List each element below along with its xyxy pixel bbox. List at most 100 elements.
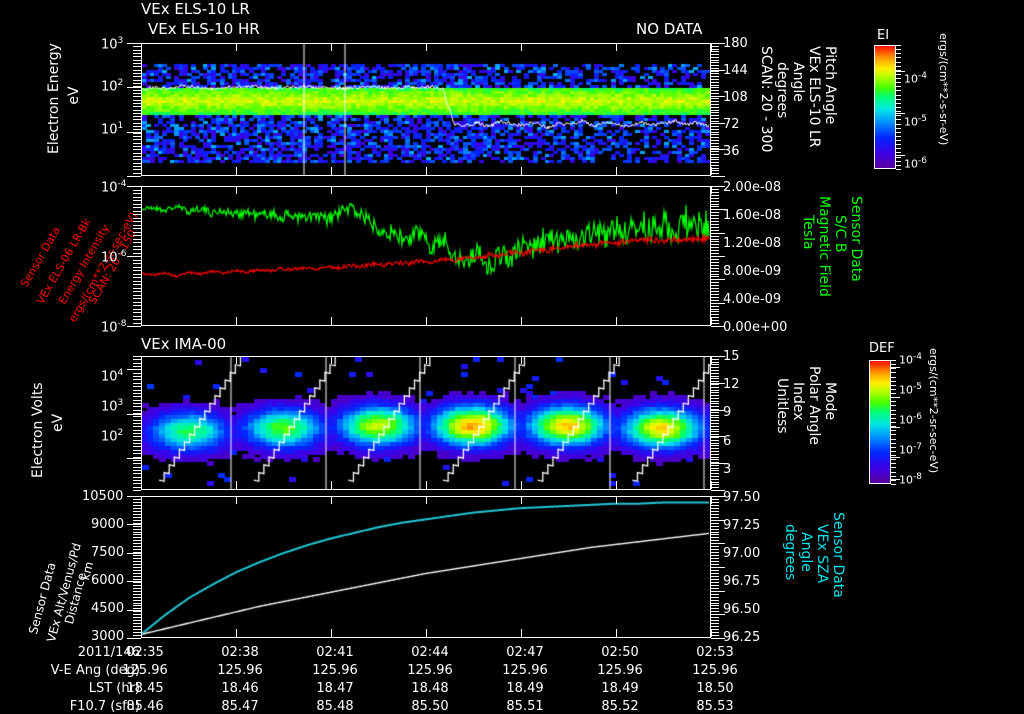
tick-left-major [127,414,141,415]
tick-colorbar-major [896,155,905,156]
tick-left-minor [133,113,141,114]
tick-left-minor [133,169,141,170]
tick-left-minor [133,204,141,205]
bottom-cell-r3-c4: 85.51 [506,699,544,714]
bottom-row-label-2: LST (hr) [88,681,140,696]
tick-right-minor [711,320,719,321]
tick-left-minor [133,133,141,134]
tick-right-major [711,436,725,437]
colorbar1-tick-0: 10-4 [904,71,927,86]
panel1-ytick-2-mant: 10 [101,122,118,138]
tick-right-major [711,463,725,464]
tick-right-major [711,638,725,639]
tick-left-minor [133,373,141,374]
panel4-right-axis-line4: degrees [782,524,798,581]
tick-right-minor [711,82,719,83]
tick-right-minor [711,140,719,141]
panel2-right-tick-4: 4.00e-09 [723,292,782,307]
tick-right-minor [711,487,719,488]
tick-left-minor [133,588,141,589]
tick-x [521,186,522,194]
tick-right-minor [711,201,719,202]
bottom-cell-r0-c4: 02:47 [506,645,544,660]
tick-left-minor [133,295,141,296]
tick-x [521,629,522,637]
bottom-cell-r2-c3: 18.48 [411,681,449,696]
tick-colorbar-minor [896,57,901,58]
tick-x [236,43,237,51]
tick-right-minor [711,253,719,254]
tick-right-minor [711,395,719,396]
panel3-left-axis-label: Electron Volts [30,382,46,478]
tick-colorbar-minor [891,410,896,411]
tick-left-minor [133,383,141,384]
tick-x [236,167,237,175]
panel1-ytick-0-mant: 10 [101,37,118,53]
tick-colorbar-minor [896,152,901,153]
panel4-right-tick-3: 96.75 [723,574,761,589]
tick-left-minor [133,173,141,174]
tick-right-minor [711,537,719,538]
tick-right-major [711,209,725,210]
tick-left-minor [133,379,141,380]
tick-right-minor [711,564,719,565]
tick-right-minor [711,271,719,272]
tick-right-major [711,256,725,257]
tick-x [236,356,237,364]
tick-left-major [127,132,141,133]
tick-right-minor [711,532,719,533]
tick-colorbar-minor [896,49,901,50]
p3t1e: 3 [117,398,124,408]
colorbar2-tick-1: 10-5 [899,382,922,397]
panel1-right-axis-line1: Pitch Angle [822,46,838,125]
tick-left-minor [133,53,141,54]
tick-right-minor [711,376,719,377]
tick-x [331,496,332,504]
p3t0m: 10 [101,369,118,385]
tick-x [521,317,522,325]
panel3-right-tick-4: 3 [723,462,732,477]
tick-left-minor [133,614,141,615]
tick-right-minor [711,558,719,559]
tick-right-minor [711,431,719,432]
tick-right-major [711,520,725,521]
tick-left-minor [133,363,141,364]
tick-colorbar-minor [891,434,896,435]
panel4-right-tick-1: 97.25 [723,518,761,533]
tick-left-minor [133,193,141,194]
tick-left-minor [133,532,141,533]
panel1-ytick-1-exp: 2 [117,78,124,88]
tick-left-minor [133,390,141,391]
panel1-ytick-1: 102 [101,78,123,94]
panel3-right-tick-0: 15 [723,349,740,364]
tick-left-minor [133,511,141,512]
panel3-right-axis-line1: Mode [822,382,838,421]
tick-right-major [711,279,725,280]
tick-right-minor [711,406,719,407]
tick-left-minor [133,436,141,437]
panel3-ytick-2: 102 [101,428,123,444]
tick-left-minor [133,356,141,357]
panel4-right-tick-5: 96.25 [723,630,761,645]
tick-left-minor [133,291,141,292]
tick-right-minor [711,46,719,47]
tick-right-minor [711,597,719,598]
tick-right-minor [711,514,719,515]
tick-x [711,167,712,175]
tick-left-major [127,369,141,370]
tick-right-minor [711,468,719,469]
tick-colorbar-minor [891,381,896,382]
tick-right-minor [711,192,719,193]
tick-right-minor [711,470,719,471]
tick-x [331,43,332,51]
tick-right-minor [711,573,719,574]
panel4-right-axis-line2: VEx SZA [814,524,830,584]
tick-left-minor [133,100,141,101]
tick-right-minor [711,499,719,500]
panel2-right-axis-line2: S/C B [832,215,848,253]
bottom-cell-r3-c6: 85.53 [696,699,734,714]
tick-right-minor [711,534,719,535]
tick-colorbar-minor [896,86,901,87]
tick-x [616,481,617,489]
tick-right-minor [711,230,719,231]
